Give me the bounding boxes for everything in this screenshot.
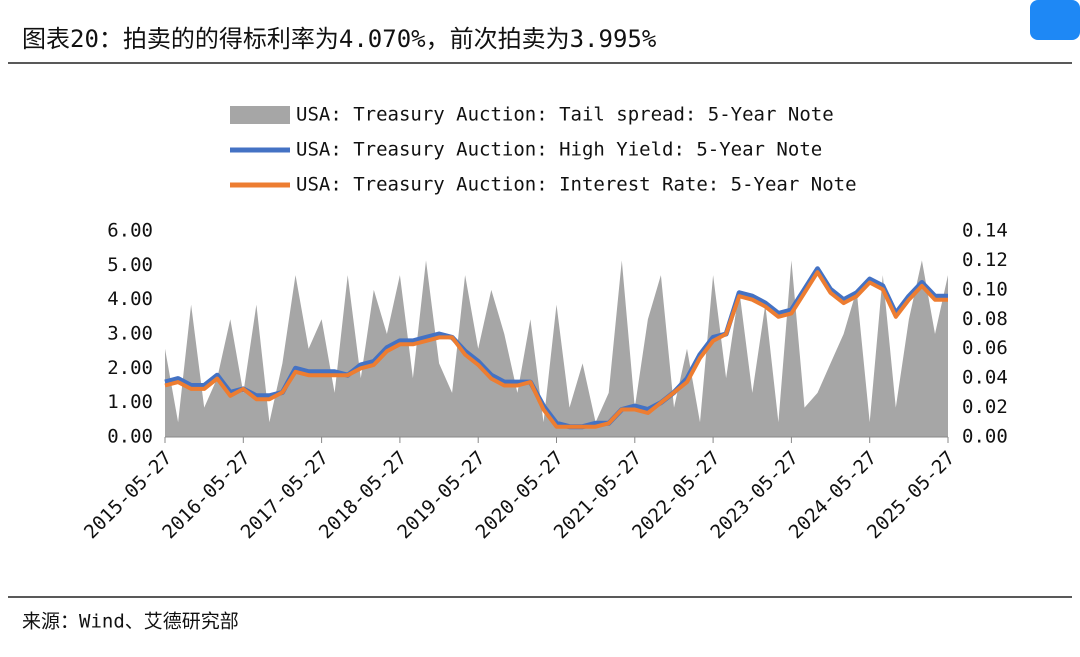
y-tick-label: 5.00 xyxy=(107,254,153,276)
legend-label: USA: Treasury Auction: Tail spread: 5-Ye… xyxy=(296,104,834,126)
legend-label: USA: Treasury Auction: High Yield: 5-Yea… xyxy=(296,139,822,161)
y-tick-label: 3.00 xyxy=(107,323,153,345)
y-tick-label: 1.00 xyxy=(107,391,153,413)
y-tick-label: 6.00 xyxy=(107,220,153,242)
app-icon[interactable] xyxy=(1030,0,1080,40)
y2-tick-label: 0.06 xyxy=(962,337,1008,359)
y2-tick-label: 0.10 xyxy=(962,278,1008,300)
y2-tick-label: 0.08 xyxy=(962,308,1008,330)
source: 来源：Wind、艾德研究部 xyxy=(22,611,239,633)
y2-tick-label: 0.12 xyxy=(962,249,1008,271)
y-tick-label: 0.00 xyxy=(107,426,153,448)
y2-tick-label: 0.02 xyxy=(962,396,1008,418)
y-tick-label: 4.00 xyxy=(107,288,153,310)
y2-tick-label: 0.04 xyxy=(962,367,1008,389)
line xyxy=(164,266,948,430)
title: 图表20：拍卖的的得标利率为4.070%，前次拍卖为3.995% xyxy=(22,25,657,53)
y2-tick-label: 0.00 xyxy=(962,426,1008,448)
area xyxy=(165,260,948,437)
legend-swatch xyxy=(230,106,290,124)
y2-tick-label: 0.14 xyxy=(962,220,1008,242)
y-tick-label: 2.00 xyxy=(107,357,153,379)
line xyxy=(164,270,948,429)
legend-label: USA: Treasury Auction: Interest Rate: 5-… xyxy=(296,174,857,196)
